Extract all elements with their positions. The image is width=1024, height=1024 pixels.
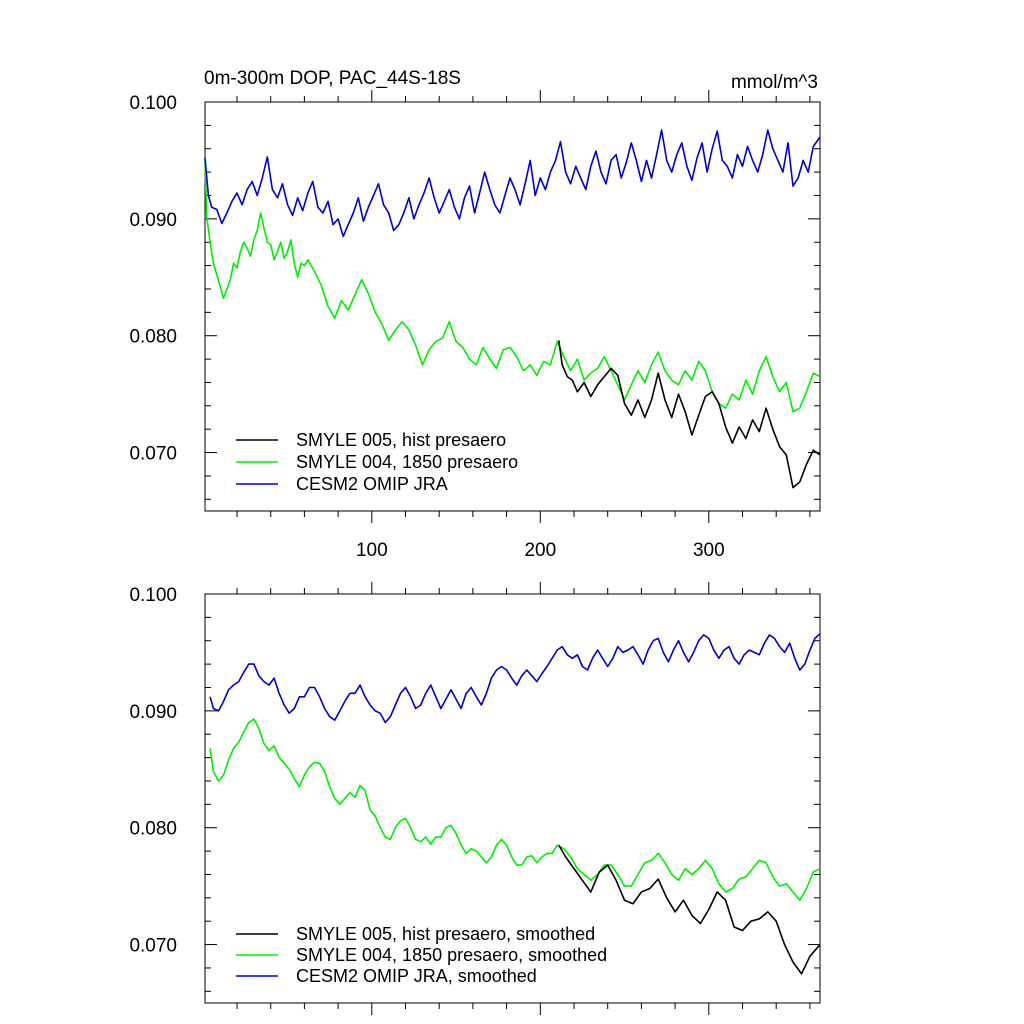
chart-title: 0m-300m DOP, PAC_44S-18S [204, 68, 461, 89]
plot-frame [204, 101, 821, 512]
series-line-omip [209, 633, 821, 724]
legend-label: SMYLE 005, hist presaero [296, 430, 506, 450]
y-tick-label: 0.070 [129, 936, 177, 957]
y-tick-label: 0.100 [129, 93, 177, 114]
legend-label: SMYLE 005, hist presaero, smoothed [296, 924, 595, 944]
series-line-smyle004 [204, 160, 821, 413]
legend-label: CESM2 OMIP JRA, smoothed [296, 966, 537, 986]
y-tick-label: 0.080 [129, 327, 177, 348]
x-tick-label: 300 [693, 540, 725, 561]
series-line-smyle004 [209, 718, 821, 901]
y-tick-label: 0.090 [129, 210, 177, 231]
plot-frame [204, 593, 821, 1004]
series-line-smyle005 [558, 844, 821, 975]
y-tick-label: 0.070 [129, 444, 177, 465]
y-tick-label: 0.080 [129, 819, 177, 840]
series-line-omip [204, 129, 821, 238]
units-label: mmol/m^3 [731, 72, 818, 93]
legend-label: CESM2 OMIP JRA [296, 474, 448, 494]
y-tick-label: 0.090 [129, 702, 177, 723]
x-tick-label: 100 [356, 540, 388, 561]
y-tick-label: 0.100 [129, 585, 177, 606]
chart-panel-2: 0.100 0.090 0.080 0.070 SMYLE 005, hist pres… [129, 582, 821, 1015]
series-line-smyle005 [558, 340, 821, 489]
legend-label: SMYLE 004, 1850 presaero, smoothed [296, 945, 607, 965]
x-tick-label: 200 [524, 540, 556, 561]
legend-label: SMYLE 004, 1850 presaero [296, 452, 518, 472]
chart-panel-1: 0.100 0.090 0.080 0.070 100 200 300 SMYLE 005, … [129, 90, 821, 561]
